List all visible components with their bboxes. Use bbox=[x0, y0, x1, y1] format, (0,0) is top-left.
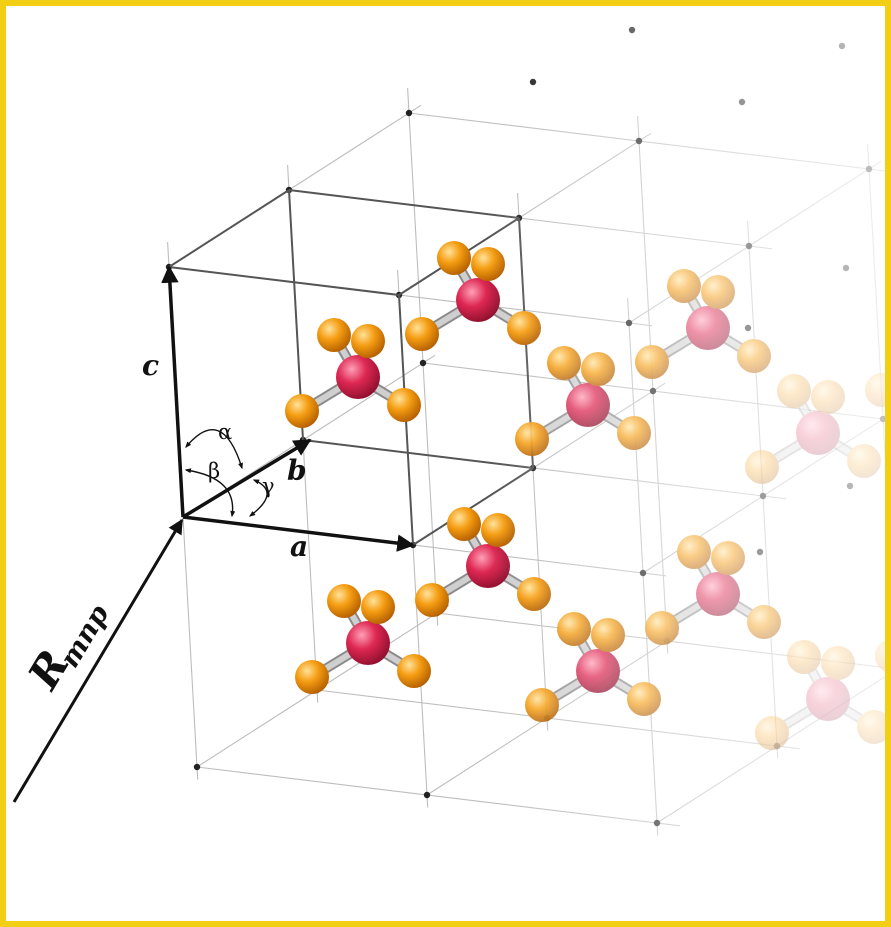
lattice-point-dot bbox=[865, 165, 873, 173]
lattice-point-dot bbox=[625, 319, 633, 327]
lattice-point-dot bbox=[639, 569, 647, 577]
vector-R-subscript: mnp bbox=[54, 600, 115, 674]
lattice-point-dot bbox=[423, 791, 431, 799]
vector-c-label: c bbox=[142, 349, 159, 382]
lattice-point-dot bbox=[628, 26, 636, 34]
lattice-point-dot bbox=[744, 324, 752, 332]
vector-a-arrow bbox=[182, 515, 415, 552]
vector-c-arrow bbox=[161, 265, 185, 518]
lattice-point-dot bbox=[405, 109, 413, 117]
tetrahedral-molecule-icon bbox=[415, 507, 551, 617]
lattice-point-dot bbox=[838, 42, 846, 50]
lattice-line bbox=[867, 143, 885, 465]
angle-beta-arc bbox=[184, 468, 236, 518]
lattice-point-dot bbox=[842, 264, 850, 272]
lattice-point-dot bbox=[193, 763, 201, 771]
unit-cell-edge bbox=[168, 189, 290, 268]
tetrahedral-molecule-icon bbox=[525, 612, 661, 722]
vector-R-arrow bbox=[12, 518, 184, 803]
tetrahedral-molecule-icon bbox=[635, 269, 771, 379]
lattice-point-dot bbox=[759, 492, 767, 500]
vector-b-label: b bbox=[287, 454, 307, 487]
unit-cell-edge bbox=[302, 439, 534, 469]
tetrahedral-molecule-icon bbox=[745, 374, 881, 484]
lattice-point-dot bbox=[635, 137, 643, 145]
tetrahedral-molecule-icon bbox=[875, 640, 885, 672]
lattice-point-dot bbox=[756, 548, 764, 556]
lattice-point-dot bbox=[745, 242, 753, 250]
angle-gamma-label: γ bbox=[262, 474, 275, 498]
angle-beta-label: β bbox=[208, 459, 220, 483]
vector-a-label: a bbox=[290, 530, 308, 563]
unit-cell-edge bbox=[168, 266, 400, 296]
tetrahedral-molecule-icon bbox=[515, 346, 651, 456]
angle-gamma-arc bbox=[248, 479, 268, 517]
unit-cell-edge bbox=[288, 189, 520, 219]
lattice-point-dot bbox=[649, 387, 657, 395]
angle-alpha-arc bbox=[185, 429, 243, 470]
tetrahedral-molecule-icon bbox=[865, 373, 885, 407]
lattice-line bbox=[628, 160, 882, 324]
angle-alpha-label: α bbox=[218, 420, 232, 444]
lattice-line bbox=[196, 766, 681, 827]
lattice-point-dot bbox=[738, 98, 746, 106]
tetrahedral-molecule-icon bbox=[295, 584, 431, 694]
lattice-point-dot bbox=[419, 359, 427, 367]
lattice-point-dot bbox=[846, 482, 854, 490]
lattice-point-dot bbox=[529, 78, 537, 86]
lattice-point-dot bbox=[879, 415, 885, 423]
lattice-line bbox=[408, 112, 885, 172]
lattice-point-dot bbox=[653, 819, 661, 827]
